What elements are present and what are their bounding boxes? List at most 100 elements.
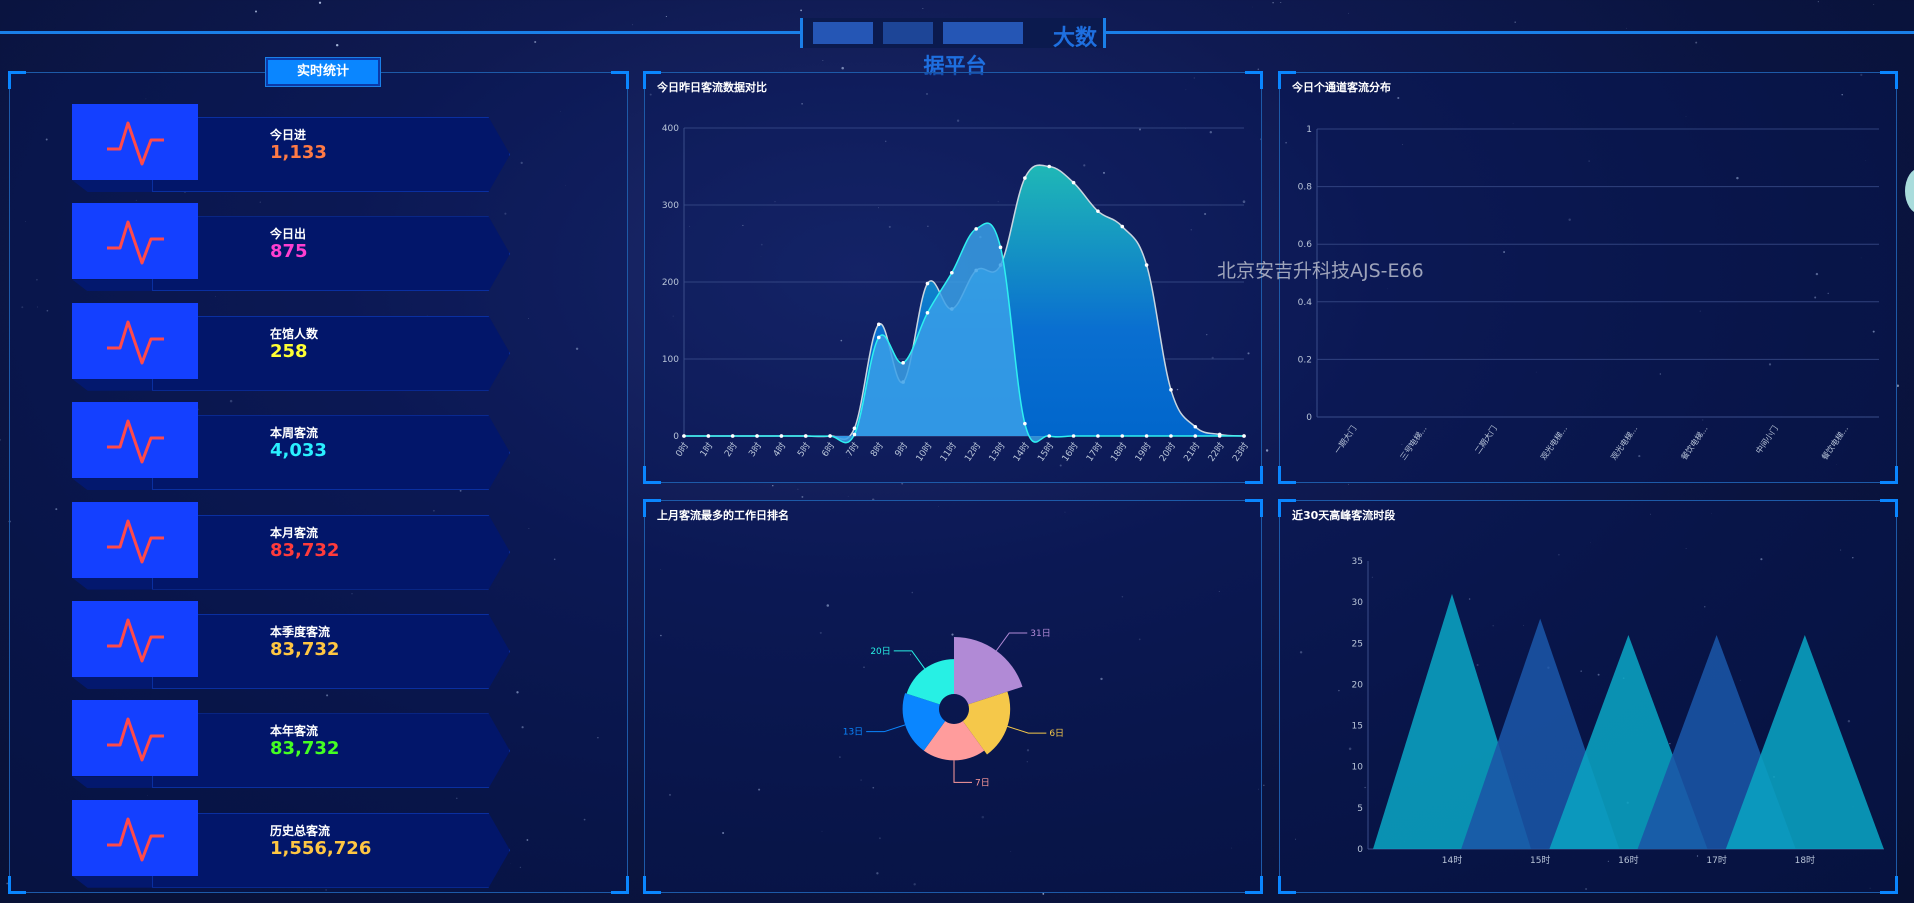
x-tick-label: 8时	[868, 440, 886, 459]
x-tick-label: 23时	[1229, 440, 1251, 464]
y-tick-label: 35	[1352, 557, 1363, 567]
data-point	[852, 426, 857, 431]
y-tick-label: 0.2	[1298, 355, 1312, 365]
x-tick-label: 一期大门	[1332, 424, 1359, 456]
x-tick-label: 二期大门	[1472, 424, 1499, 456]
slice-label: 31日	[1030, 628, 1050, 639]
y-tick-label: 5	[1357, 804, 1363, 814]
slice-label: 7日	[975, 777, 990, 788]
data-point	[1169, 388, 1173, 392]
y-tick-label: 400	[662, 124, 679, 134]
side-handle[interactable]	[1905, 168, 1914, 214]
x-tick-label: 11时	[937, 440, 959, 464]
label-leader	[995, 632, 1028, 652]
x-tick-label: 14时	[1010, 440, 1032, 464]
stat-card: 本周客流 4,033	[72, 402, 512, 492]
label-leader	[1007, 725, 1047, 734]
card-icon-box	[72, 203, 198, 280]
card-icon-box	[72, 302, 198, 379]
card-icon-box	[72, 601, 198, 677]
pulse-icon	[107, 817, 164, 862]
y-tick-label: 20	[1352, 680, 1364, 690]
data-point	[876, 322, 881, 327]
data-point	[950, 270, 954, 275]
x-tick-label: 10时	[913, 440, 935, 464]
data-point	[803, 434, 808, 438]
data-point	[1023, 176, 1027, 180]
y-tick-label: 25	[1352, 639, 1363, 649]
pulse-icon	[107, 419, 164, 464]
stat-value: 258	[270, 340, 308, 362]
x-tick-label: 18时	[1795, 854, 1815, 866]
data-point	[779, 434, 784, 438]
y-tick-label: 0.4	[1298, 298, 1313, 308]
page-title: 大数	[800, 18, 1106, 51]
x-tick-label: 20时	[1156, 440, 1178, 464]
card-icon-box	[72, 799, 198, 876]
pulse-icon	[107, 717, 164, 762]
data-point	[755, 434, 759, 438]
stat-value: 83,732	[270, 639, 340, 660]
data-point	[1096, 434, 1100, 438]
data-point	[1242, 434, 1246, 438]
card-band	[152, 117, 510, 192]
card-icon-box	[72, 104, 198, 180]
pulse-icon	[107, 121, 164, 166]
x-tick-label: 17时	[1706, 854, 1726, 866]
card-band	[152, 614, 510, 689]
panel-title: 近30天高峰客流时段	[1292, 509, 1396, 522]
stat-label: 在馆人数	[270, 326, 319, 341]
data-point	[730, 434, 735, 438]
panel-title: 今日昨日客流数据对比	[657, 81, 767, 94]
x-tick-label: 5时	[794, 440, 812, 459]
x-tick-label: 22时	[1205, 440, 1227, 464]
x-tick-label: 15时	[1530, 854, 1550, 866]
y-tick-label: 15	[1352, 722, 1363, 732]
x-tick-label: 9时	[892, 440, 910, 459]
data-point	[1217, 434, 1222, 438]
data-point	[828, 434, 832, 438]
label-leader	[953, 760, 972, 783]
x-tick-label: 21时	[1181, 440, 1203, 464]
x-tick-label: 14时	[1442, 854, 1462, 866]
data-point	[925, 281, 930, 286]
x-tick-label: 3时	[746, 440, 764, 459]
data-point	[1047, 164, 1052, 169]
data-point	[876, 335, 881, 340]
stat-value: 1,133	[270, 142, 327, 163]
x-tick-label: 19时	[1132, 440, 1154, 464]
data-point	[1096, 209, 1100, 213]
card-icon-box	[72, 700, 198, 777]
x-tick-label: 1时	[697, 440, 715, 459]
x-tick-label: 三号电梯...	[1398, 424, 1429, 462]
rose-slice	[923, 721, 985, 761]
x-tick-label: 0时	[673, 440, 691, 459]
x-tick-label: 16时	[1618, 854, 1638, 866]
x-tick-label: 餐饮电梯...	[1679, 424, 1710, 462]
card-band	[152, 514, 510, 590]
data-point	[1071, 434, 1076, 438]
redacted-title-block	[943, 22, 1023, 44]
slice-label: 13日	[843, 727, 863, 738]
slice-label: 20日	[870, 646, 890, 657]
y-tick-label: 100	[662, 355, 679, 365]
data-point	[1120, 224, 1125, 229]
rose-slice	[906, 659, 954, 705]
rose-slice	[902, 693, 946, 751]
watermark: 北京安吉升科技AJS-E66	[1217, 260, 1424, 282]
x-tick-label: 15时	[1035, 440, 1057, 464]
x-tick-label: 观光电梯...	[1538, 424, 1569, 462]
stat-card: 历史总客流 1,556,726	[72, 799, 512, 890]
x-tick-label: 18时	[1108, 440, 1130, 464]
pulse-icon	[107, 320, 164, 365]
data-point	[1169, 434, 1173, 438]
x-tick-label: 12时	[962, 440, 984, 464]
rose-slice	[954, 637, 1023, 705]
realtime-stats-button[interactable]: 实时统计	[265, 57, 381, 87]
x-tick-label: 中间小门	[1753, 424, 1780, 456]
card-band	[152, 812, 510, 888]
stat-value: 1,556,726	[270, 837, 372, 859]
stat-value: 4,033	[270, 440, 327, 462]
x-tick-label: 2时	[721, 440, 739, 459]
